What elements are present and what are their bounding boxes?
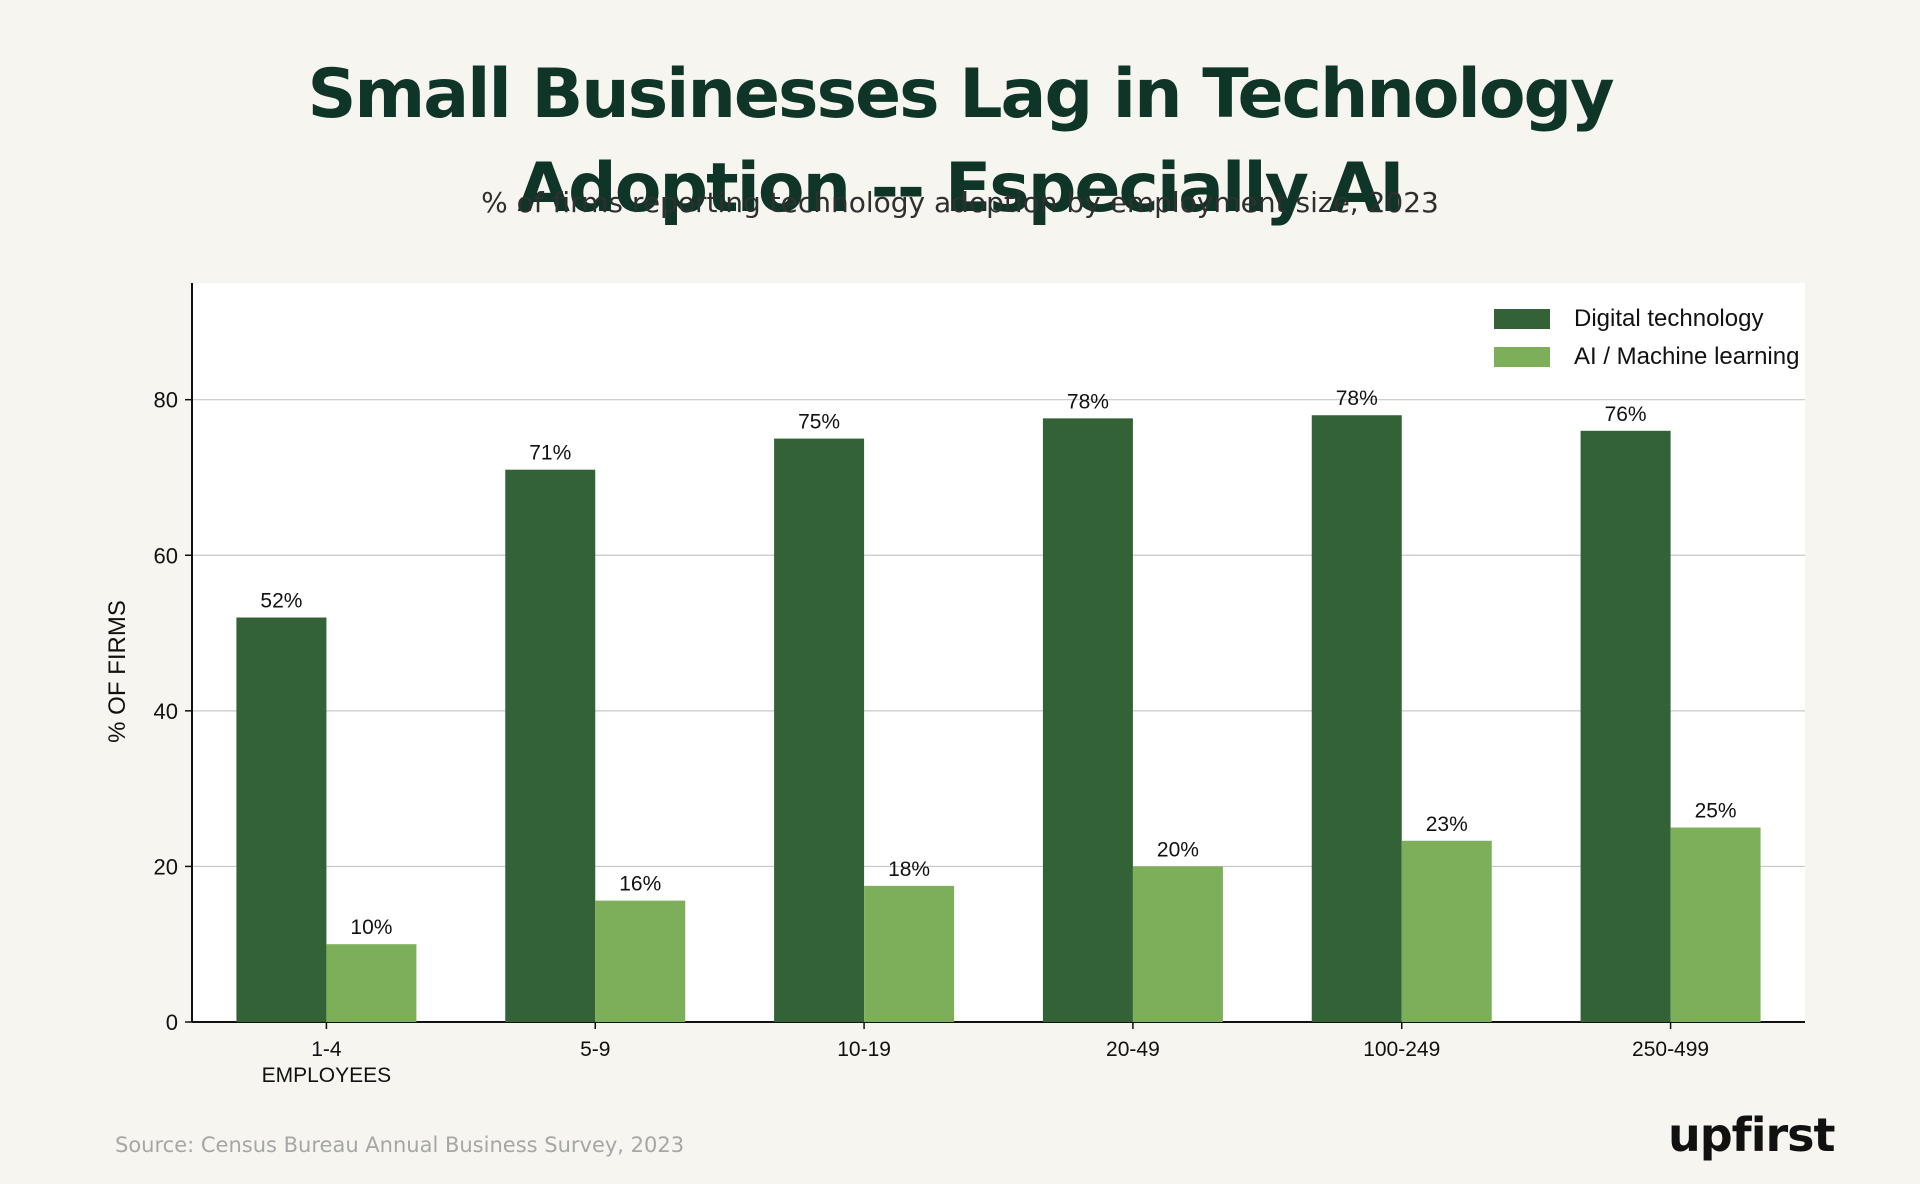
y-tick-label: 60 bbox=[154, 543, 178, 568]
y-tick-label: 20 bbox=[154, 854, 178, 879]
x-tick-label-line: 20-49 bbox=[1106, 1038, 1160, 1061]
data-label: 78% bbox=[1067, 390, 1109, 413]
bar-digital bbox=[1311, 415, 1402, 1023]
legend-label-digital: Digital technology bbox=[1574, 305, 1764, 332]
y-tick-label: 40 bbox=[154, 699, 178, 724]
bar-digital bbox=[774, 438, 865, 1022]
chart-title-line-1: Small Businesses Lag in Technology bbox=[307, 55, 1614, 134]
data-label: 52% bbox=[260, 589, 302, 612]
data-label: 18% bbox=[888, 858, 930, 881]
data-label: 16% bbox=[619, 873, 661, 896]
y-tick-label: 0 bbox=[166, 1010, 178, 1035]
data-label: 23% bbox=[1426, 813, 1468, 836]
x-tick-label-line: EMPLOYEES bbox=[262, 1064, 392, 1087]
bar-ai bbox=[864, 885, 955, 1022]
x-tick-label: 1-4 EMPLOYEES bbox=[262, 1038, 392, 1087]
data-label: 25% bbox=[1695, 800, 1737, 823]
plot-area bbox=[192, 283, 1805, 1022]
y-axis-label: % OF FIRMS bbox=[104, 600, 131, 743]
x-tick-label-line: 250-499 bbox=[1632, 1038, 1709, 1061]
legend-item-digital: Digital technology bbox=[1494, 300, 1799, 338]
x-tick-label: 20-49 bbox=[1106, 1038, 1160, 1061]
chart-legend: Digital technology AI / Machine learning bbox=[1494, 300, 1799, 376]
y-tick-label: 80 bbox=[154, 388, 178, 413]
x-tick-label: 5-9 bbox=[580, 1038, 610, 1061]
bar-ai bbox=[1670, 827, 1761, 1022]
bar-digital bbox=[1580, 430, 1671, 1022]
chart-title: Small Businesses Lag in Technology Adopt… bbox=[0, 48, 1920, 236]
chart-subtitle: % of firms reporting technology adoption… bbox=[481, 186, 1439, 219]
data-label: 78% bbox=[1336, 387, 1378, 410]
x-tick-label: 100-249 bbox=[1363, 1038, 1440, 1061]
data-label: 71% bbox=[529, 442, 571, 465]
legend-swatch-digital bbox=[1494, 309, 1550, 329]
chart-title-line-2: Adoption -- Especially AI bbox=[517, 149, 1404, 228]
upfirst-logo: upfirst bbox=[1668, 1108, 1836, 1162]
data-label: 10% bbox=[350, 916, 392, 939]
bar-digital bbox=[236, 617, 327, 1022]
x-tick-label-line: 10-19 bbox=[837, 1038, 891, 1061]
legend-label-ai: AI / Machine learning bbox=[1574, 343, 1800, 370]
bar-ai bbox=[1132, 866, 1223, 1022]
data-label: 75% bbox=[798, 411, 840, 434]
bar-ai bbox=[595, 900, 686, 1022]
source-note: Source: Census Bureau Annual Business Su… bbox=[115, 1133, 685, 1157]
legend-swatch-ai bbox=[1494, 347, 1550, 367]
legend-item-ai: AI / Machine learning bbox=[1494, 338, 1799, 376]
x-tick-label: 250-499 bbox=[1632, 1038, 1709, 1061]
x-tick-label-line: 100-249 bbox=[1363, 1038, 1440, 1061]
bar-ai bbox=[1401, 840, 1492, 1022]
x-tick-label-line: 1-4 bbox=[311, 1038, 342, 1061]
bar-ai bbox=[326, 944, 417, 1022]
x-tick-label-line: 5-9 bbox=[580, 1038, 610, 1061]
data-label: 76% bbox=[1605, 403, 1647, 426]
bar-digital bbox=[1042, 418, 1133, 1022]
x-tick-label: 10-19 bbox=[837, 1038, 891, 1061]
bar-digital bbox=[505, 469, 596, 1023]
data-label: 20% bbox=[1157, 838, 1199, 861]
